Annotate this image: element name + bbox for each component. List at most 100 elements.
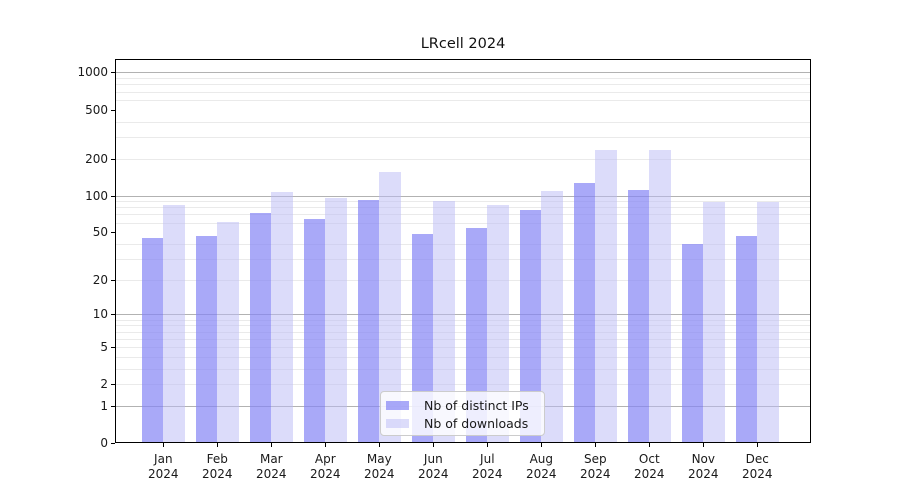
x-axis-tick-label-sep: Sep 2024 <box>580 452 611 481</box>
x-tick-mark-jul <box>487 443 489 447</box>
y-axis-tick-label-1: 1 <box>100 398 108 413</box>
x-axis-tick-label-dec: Dec 2024 <box>742 452 773 481</box>
gridline-minor-y300 <box>116 136 810 138</box>
bar-downloads-apr <box>325 197 347 442</box>
gridline-minor-y4 <box>116 356 810 358</box>
y-tick-mark-200 <box>111 158 115 160</box>
bar-distinct-ips-dec <box>735 235 758 442</box>
legend-swatch-distinct-ips <box>386 400 409 410</box>
legend-swatch-downloads <box>386 418 409 428</box>
y-axis-tick-label-500: 500 <box>85 102 108 117</box>
x-tick-mark-nov <box>703 443 705 447</box>
x-tick-mark-feb <box>217 443 219 447</box>
y-tick-mark-500 <box>111 109 115 111</box>
legend-label-distinct-ips: Nb of distinct IPs <box>424 397 529 413</box>
x-tick-mark-jan <box>163 443 165 447</box>
gridline-minor-y90 <box>116 201 810 203</box>
bar-downloads-sep <box>595 149 617 442</box>
y-axis-tick-label-1000: 1000 <box>77 65 108 80</box>
gridline-minor-y60 <box>116 222 810 224</box>
y-tick-mark-50 <box>111 232 115 234</box>
bar-distinct-ips-apr <box>303 218 326 442</box>
gridline-minor-y8 <box>116 325 810 327</box>
x-tick-mark-dec <box>757 443 759 447</box>
chart-title: LRcell 2024 <box>420 36 506 52</box>
y-axis-tick-label-20: 20 <box>92 272 108 287</box>
plot-area <box>115 59 811 443</box>
y-tick-mark-0 <box>111 443 115 444</box>
bar-downloads-mar <box>271 191 293 442</box>
legend-item-distinct-ips: Nb of distinct IPs <box>386 396 544 414</box>
x-axis-tick-label-jun: Jun 2024 <box>418 452 449 481</box>
legend: Nb of distinct IPs Nb of downloads <box>380 391 545 436</box>
y-axis-tick-label-50: 50 <box>92 225 108 240</box>
y-axis-tick-label-5: 5 <box>100 339 108 354</box>
bar-distinct-ips-mar <box>249 213 272 442</box>
gridline-major-y10 <box>116 314 810 316</box>
gridline-minor-y40 <box>116 243 810 245</box>
y-axis-tick-label-2: 2 <box>100 377 108 392</box>
gridline-minor-y20 <box>116 279 810 281</box>
bar-distinct-ips-jul <box>465 228 488 442</box>
gridline-minor-y2 <box>116 384 810 386</box>
legend-item-downloads: Nb of downloads <box>386 414 544 432</box>
gridline-minor-y800 <box>116 84 810 86</box>
bar-distinct-ips-may <box>357 199 380 442</box>
y-tick-mark-5 <box>111 346 115 348</box>
y-tick-mark-20 <box>111 279 115 281</box>
y-tick-mark-10 <box>111 314 115 316</box>
legend-label-downloads: Nb of downloads <box>424 415 529 431</box>
gridline-minor-y6 <box>116 338 810 340</box>
gridline-minor-y400 <box>116 121 810 123</box>
gridline-major-y1000 <box>116 72 810 74</box>
bar-downloads-dec <box>757 201 779 442</box>
x-tick-mark-apr <box>325 443 327 447</box>
y-axis-tick-label-200: 200 <box>85 151 108 166</box>
x-tick-mark-sep <box>595 443 597 447</box>
gridline-minor-y900 <box>116 78 810 80</box>
bar-distinct-ips-aug <box>519 210 542 442</box>
gridline-major-y100 <box>116 195 810 197</box>
x-axis-tick-label-oct: Oct 2024 <box>634 452 665 481</box>
gridline-minor-y5 <box>116 346 810 348</box>
x-tick-mark-oct <box>649 443 651 447</box>
x-axis-tick-label-jul: Jul 2024 <box>472 452 503 481</box>
y-tick-mark-2 <box>111 384 115 386</box>
bar-downloads-may <box>379 171 401 442</box>
x-axis-tick-label-feb: Feb 2024 <box>202 452 233 481</box>
y-axis-tick-label-0: 0 <box>100 436 108 450</box>
y-tick-mark-1000 <box>111 72 115 74</box>
y-axis-tick-label-100: 100 <box>85 188 108 203</box>
x-tick-mark-may <box>379 443 381 447</box>
gridline-minor-y600 <box>116 99 810 101</box>
bar-distinct-ips-jan <box>141 237 164 442</box>
gridline-minor-y70 <box>116 214 810 216</box>
bar-downloads-nov <box>703 201 725 442</box>
x-axis-tick-label-mar: Mar 2024 <box>256 452 287 481</box>
x-axis-tick-label-apr: Apr 2024 <box>310 452 341 481</box>
x-axis-tick-label-aug: Aug 2024 <box>526 452 557 481</box>
gridline-minor-y9 <box>116 319 810 321</box>
x-tick-mark-mar <box>271 443 273 447</box>
bar-downloads-feb <box>217 221 239 442</box>
gridline-minor-y7 <box>116 331 810 333</box>
x-axis-tick-label-may: May 2024 <box>364 452 395 481</box>
x-axis-tick-label-jan: Jan 2024 <box>148 452 179 481</box>
bar-distinct-ips-jun <box>411 234 434 442</box>
y-tick-mark-100 <box>111 195 115 197</box>
gridline-minor-y30 <box>116 258 810 260</box>
bar-downloads-jan <box>163 205 185 442</box>
bar-downloads-aug <box>541 190 563 442</box>
bar-distinct-ips-nov <box>681 244 704 442</box>
gridline-minor-y3 <box>116 368 810 370</box>
x-tick-mark-jun <box>433 443 435 447</box>
bar-distinct-ips-sep <box>573 182 596 442</box>
bar-distinct-ips-feb <box>195 235 218 442</box>
x-tick-mark-aug <box>541 443 543 447</box>
bar-downloads-jun <box>433 201 455 442</box>
gridline-minor-y700 <box>116 91 810 93</box>
bar-downloads-jul <box>487 205 509 442</box>
y-tick-mark-1 <box>111 405 115 407</box>
y-axis-tick-label-10: 10 <box>92 307 108 322</box>
